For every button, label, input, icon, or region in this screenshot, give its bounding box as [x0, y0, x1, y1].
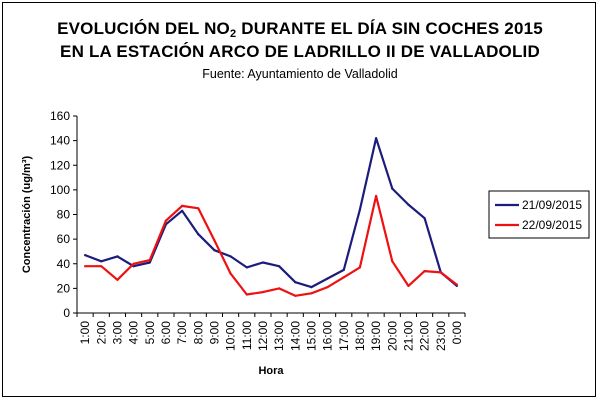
- data-point: [245, 293, 248, 296]
- legend: 21/09/2015 22/09/2015: [488, 190, 590, 239]
- y-tick-label: 0: [63, 306, 70, 320]
- series-line-1: [85, 194, 458, 297]
- legend-box: [488, 190, 590, 239]
- x-tick-label: 15:00: [304, 321, 318, 351]
- data-point: [197, 207, 200, 210]
- data-point: [277, 265, 281, 268]
- data-point: [374, 137, 378, 140]
- data-point: [83, 265, 87, 268]
- series-line-0: [84, 137, 458, 289]
- data-point: [116, 255, 119, 258]
- y-tick-label: 140: [50, 134, 70, 148]
- data-point: [358, 208, 362, 211]
- data-point: [261, 290, 265, 294]
- data-point: [455, 283, 459, 286]
- x-axis-title: Hora: [258, 365, 284, 377]
- data-point: [197, 233, 200, 236]
- data-point: [213, 249, 216, 252]
- data-point: [423, 217, 426, 220]
- x-tick-label: 17:00: [337, 321, 351, 351]
- data-point: [180, 204, 184, 207]
- x-tick-label: 18:00: [353, 321, 367, 351]
- data-point: [148, 261, 151, 264]
- y-tick-label: 60: [57, 232, 71, 246]
- x-tick-label: 9:00: [207, 321, 221, 345]
- x-tick-label: 6:00: [159, 321, 173, 345]
- data-point: [100, 260, 103, 263]
- x-tick-label: 14:00: [288, 321, 302, 351]
- y-axis-title: Concentración (ug/m³): [21, 156, 33, 274]
- x-tick-label: 23:00: [434, 321, 448, 351]
- x-tick-label: 11:00: [240, 321, 254, 350]
- x-tick-label: 19:00: [369, 321, 383, 351]
- data-point: [310, 286, 313, 289]
- data-point: [407, 284, 410, 288]
- data-point: [213, 239, 216, 242]
- data-point: [423, 270, 426, 273]
- x-tick-label: 5:00: [143, 321, 157, 345]
- axes: [76, 116, 465, 314]
- y-tick-label: 160: [50, 109, 70, 123]
- legend-label: 21/09/2015: [522, 198, 582, 212]
- data-point: [326, 286, 329, 289]
- data-point: [391, 187, 394, 190]
- x-tick-label: 7:00: [175, 321, 189, 345]
- x-tick-label: 3:00: [110, 321, 124, 345]
- data-point: [374, 194, 378, 198]
- x-tick-label: 12:00: [256, 321, 270, 351]
- series-layer: [83, 137, 459, 297]
- data-point: [277, 287, 281, 290]
- data-point: [342, 276, 345, 279]
- data-point: [294, 281, 297, 284]
- data-point: [229, 255, 232, 258]
- x-tick-label: 20:00: [385, 321, 399, 351]
- chart-title-line1: EVOLUCIÓN DEL NO2 DURANTE EL DÍA SIN COC…: [57, 19, 543, 40]
- data-point: [310, 292, 313, 295]
- y-axis-ticks: 0 20 40 60 80 100 120 140 160: [50, 109, 77, 320]
- data-point: [83, 254, 87, 257]
- data-point: [391, 260, 394, 263]
- data-point: [294, 294, 297, 297]
- x-tick-label: 8:00: [191, 321, 205, 345]
- y-tick-label: 20: [57, 281, 71, 295]
- x-tick-label: 2:00: [94, 321, 108, 345]
- x-tick-label: 0:00: [450, 321, 464, 345]
- y-tick-label: 120: [50, 158, 70, 172]
- data-point: [407, 203, 410, 206]
- data-point: [100, 265, 103, 268]
- data-point: [148, 258, 151, 262]
- data-point: [132, 262, 135, 265]
- x-tick-label: 1:00: [78, 321, 92, 345]
- data-point: [164, 219, 168, 222]
- data-point: [261, 261, 265, 264]
- legend-label: 22/09/2015: [522, 218, 582, 232]
- x-axis-ticks: 1:00 2:00 3:00 4:00 5:00 6:00 7:00 8:00 9:00 10:0…: [76, 313, 466, 351]
- x-tick-label: 13:00: [272, 321, 286, 351]
- x-tick-label: 4:00: [127, 321, 141, 345]
- x-tick-label: 10:00: [224, 321, 238, 351]
- data-point: [245, 266, 248, 269]
- x-tick-label: 22:00: [418, 321, 432, 351]
- x-tick-label: 21:00: [401, 321, 415, 351]
- chart-title-line2: EN LA ESTACIÓN ARCO DE LADRILLO II DE VA…: [60, 42, 540, 61]
- data-point: [229, 272, 232, 275]
- chart-subtitle: Fuente: Ayuntamiento de Valladolid: [202, 67, 398, 81]
- data-point: [116, 278, 119, 281]
- data-point: [439, 271, 442, 274]
- data-point: [326, 277, 329, 280]
- data-point: [342, 268, 345, 272]
- data-point: [180, 209, 184, 212]
- x-tick-label: 16:00: [321, 321, 335, 351]
- y-tick-label: 80: [57, 208, 71, 222]
- y-tick-label: 40: [57, 257, 71, 271]
- data-point: [358, 266, 362, 269]
- y-tick-label: 100: [50, 183, 70, 197]
